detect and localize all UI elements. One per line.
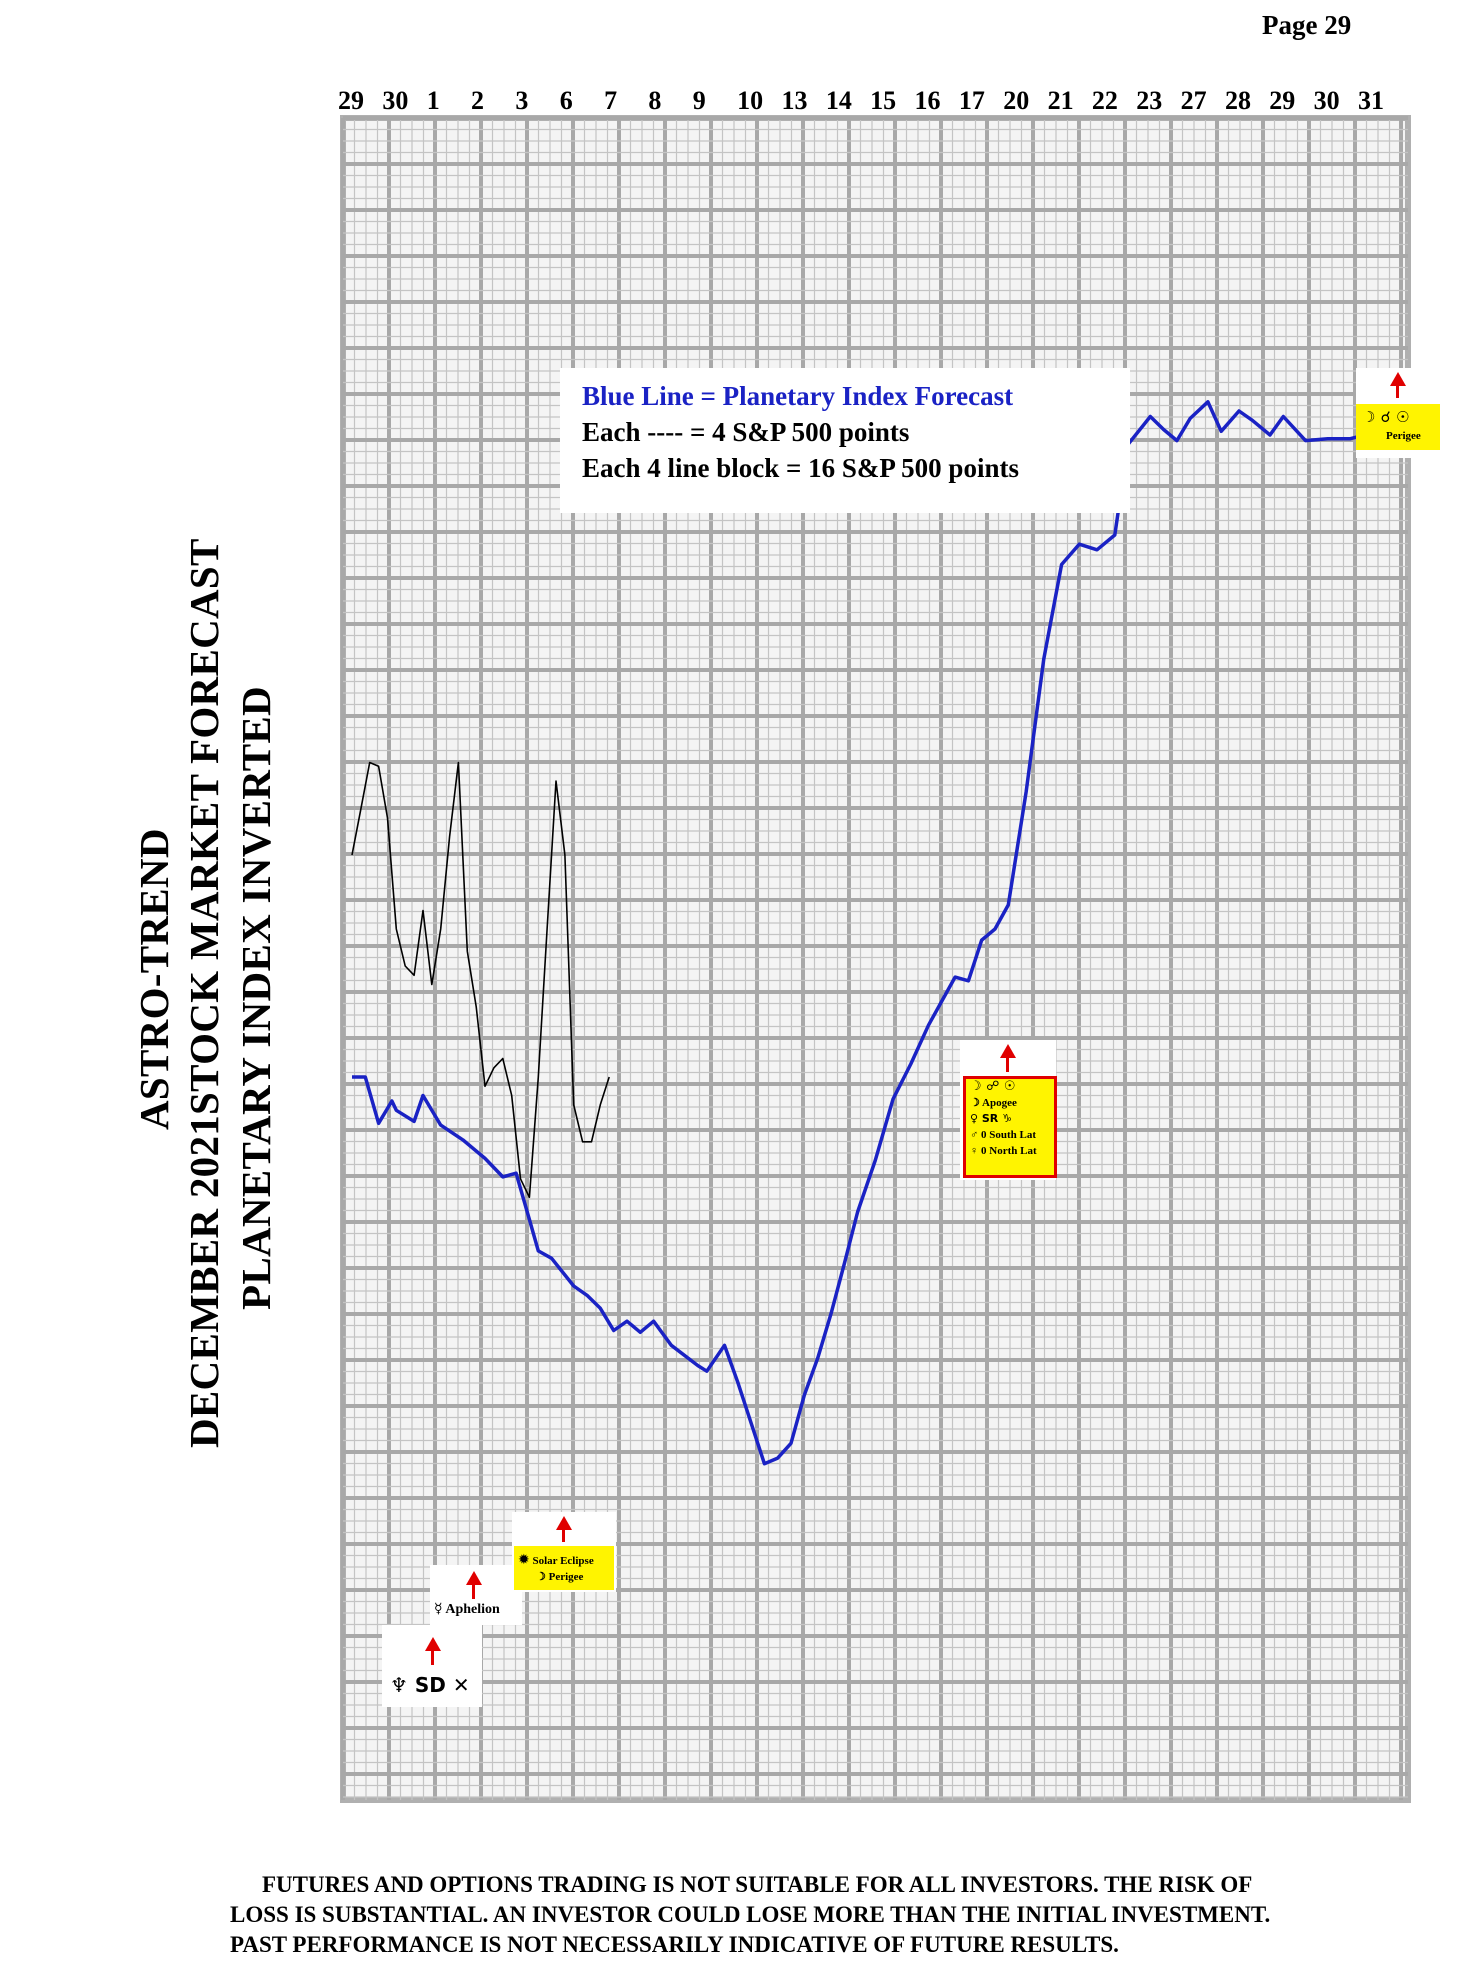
perigee-annotation: ☽ ☌ ☉ Perigee [1356,368,1440,458]
series-layer [351,400,1373,1466]
disclaimer-line-3: PAST PERFORMANCE IS NOT NECESSARILY INDI… [230,1932,1119,1957]
legend-block-line: Each 4 line block = 16 S&P 500 points [582,453,1019,483]
date-tick-label: 3 [515,86,529,115]
disclaimer-line-1: FUTURES AND OPTIONS TRADING IS NOT SUITA… [262,1872,1253,1897]
date-tick-label: 6 [559,86,573,115]
apogee-line-5: ♀ 0 North Lat [970,1145,1037,1157]
date-axis: 29 30 1 2 3 6 7 8 9 10 13 14 15 16 17 20 21 22 23 27 28 29 30 3… [338,86,1420,120]
date-tick-label: 21 [1047,86,1074,115]
apogee-line-3: ♀ SR ♑ [970,1112,1012,1125]
date-tick-label: 30 [1313,86,1340,115]
apogee-line-1: ☽ ☍ ☉ [970,1079,1016,1094]
solar-eclipse-annotation: ✹ Solar Eclipse ☽ Perigee [512,1512,616,1592]
date-tick-label: 29 [338,86,364,115]
date-tick-label: 22 [1091,86,1118,115]
date-tick-label: 16 [914,86,941,115]
apogee-annotation: ☽ ☍ ☉ ☽ Apogee ♀ SR ♑ ♂ 0 South Lat ♀ 0 … [960,1040,1057,1180]
date-tick-label: 9 [692,86,706,115]
neptune-sd-glyphs: ♆ SD ✕ [390,1673,470,1697]
page-number: Page 29 [1262,10,1352,40]
date-tick-label: 13 [781,86,808,115]
apogee-line-2: ☽ Apogee [970,1097,1017,1109]
date-tick-label: 29 [1269,86,1296,115]
price-series-line [351,761,610,1199]
apogee-line-4: ♂ 0 South Lat [970,1129,1037,1141]
perigee-line-1: ☽ ☌ ☉ [1362,408,1410,426]
legend-title: Blue Line = Planetary Index Forecast [582,381,1014,411]
forecast-series-line [352,400,1373,1466]
date-tick-label: 14 [825,86,852,115]
legend-scale-line: Each ---- = 4 S&P 500 points [582,417,910,447]
date-tick-label: 15 [870,86,897,115]
date-tick-label: 30 [382,86,409,115]
date-tick-label: 23 [1136,86,1163,115]
date-tick-label: 7 [604,86,618,115]
date-tick-label: 17 [958,86,985,115]
mercury-icon: ☿ [434,1601,443,1617]
legend-box: Blue Line = Planetary Index Forecast Eac… [560,368,1130,513]
date-tick-label: 31 [1358,86,1384,115]
date-tick-label: 2 [471,86,485,115]
sun-eclipse-icon: ✹ [518,1552,530,1568]
disclaimer: FUTURES AND OPTIONS TRADING IS NOT SUITA… [230,1870,1450,1960]
date-tick-label: 28 [1224,86,1251,115]
disclaimer-line-2: LOSS IS SUBSTANTIAL. AN INVESTOR COULD L… [230,1902,1271,1927]
neptune-sd-annotation: ♆ SD ✕ [382,1625,482,1707]
solar-eclipse-label: Solar Eclipse [532,1555,594,1567]
date-tick-label: 10 [737,86,764,115]
date-tick-label: 1 [426,86,440,115]
date-tick-label: 27 [1180,86,1207,115]
aphelion-label: Aphelion [445,1602,500,1617]
perigee-line-2: Perigee [1386,430,1421,442]
mercury-aphelion-annotation: ☿ Aphelion [430,1565,522,1625]
date-tick-label: 20 [1003,86,1030,115]
perigee-label: ☽ Perigee [536,1571,584,1583]
date-tick-label: 8 [648,86,662,115]
